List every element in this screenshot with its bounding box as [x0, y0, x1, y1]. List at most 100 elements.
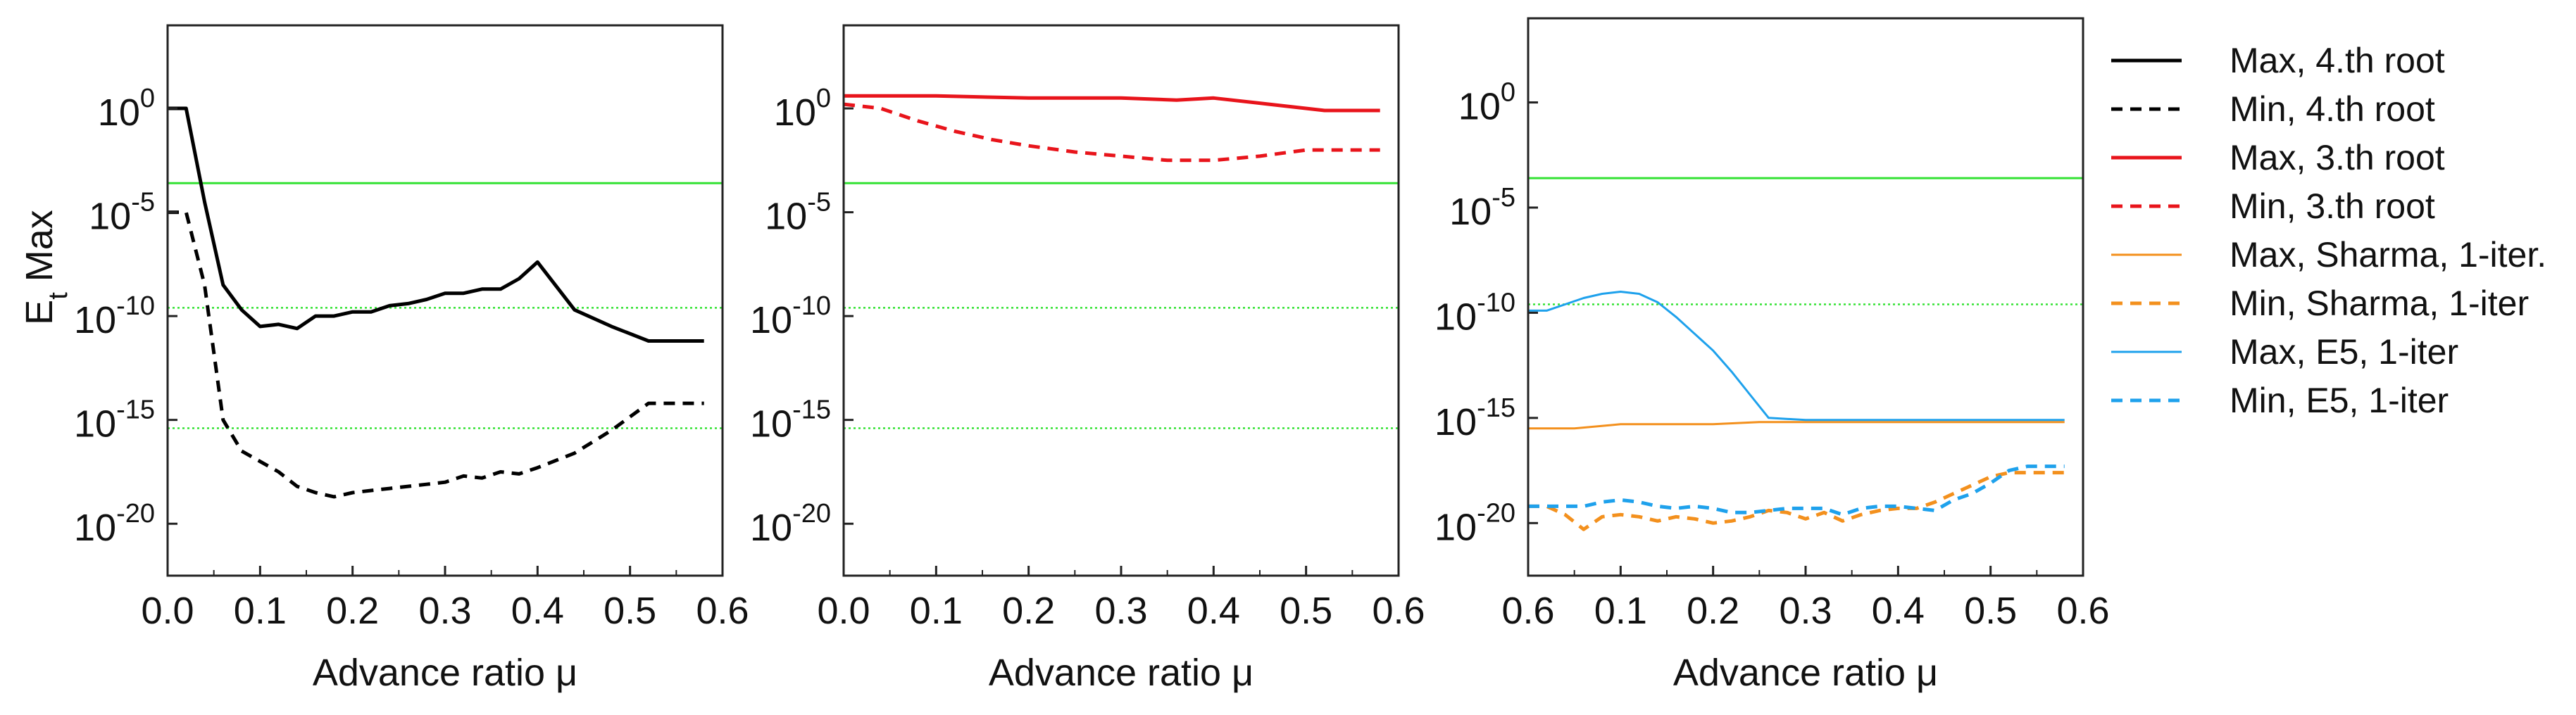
y-axis-label: Et Max [18, 210, 73, 325]
x-tick-label: 0.5 [604, 590, 656, 632]
legend-label: Max, E5, 1-iter [2230, 332, 2458, 372]
x-tick-label: 0.3 [1779, 590, 1832, 632]
y-tick-base: 10 [1434, 296, 1477, 338]
x-tick-label: 0.2 [1687, 590, 1739, 632]
panel-3rd-root: 0.0 0.1 0.2 0.3 0.4 0.5 0.610010-510-1010-1510… [750, 24, 1425, 694]
y-tick-exponent: 0 [140, 84, 155, 113]
x-tick-label: 0.4 [1872, 590, 1925, 632]
y-tick-base: 10 [750, 403, 792, 445]
series-line-min-4-th-root [168, 210, 704, 499]
legend-label: Min, 3.th root [2230, 186, 2435, 226]
legend-item: Min, 4.th root [2111, 89, 2435, 129]
x-tick-label: 0.1 [234, 590, 287, 632]
y-tick-exponent: 0 [816, 84, 831, 113]
legend: Max, 4.th root Min, 4.th root Max, 3.th ro… [2111, 41, 2546, 420]
y-tick-label: 10-20 [1434, 498, 1515, 548]
x-tick-label: 0.2 [1002, 590, 1055, 632]
y-tick-label: 100 [774, 84, 831, 134]
x-tick-label: 0.0 [817, 590, 870, 632]
x-axis-label: Advance ratio μ [989, 652, 1253, 694]
y-tick-label: 10-5 [1449, 183, 1515, 233]
legend-item: Max, E5, 1-iter [2111, 332, 2458, 372]
series-line-max-3-th-root [844, 94, 1380, 113]
panel-4th-root: 0.0 0.1 0.2 0.3 0.4 0.5 0.610010-510-1010-1510… [74, 24, 749, 694]
x-tick-label: 0.2 [326, 590, 379, 632]
x-tick-label: 0.4 [1187, 590, 1240, 632]
y-tick-base: 10 [750, 299, 792, 341]
legend-label: Max, 4.th root [2230, 41, 2445, 80]
legend-label: Max, Sharma, 1-iter. [2230, 235, 2546, 274]
y-tick-exponent: 0 [1501, 78, 1515, 108]
y-tick-base: 10 [750, 507, 792, 549]
y-tick-label: 10-20 [750, 499, 831, 549]
legend-item: Max, 3.th root [2111, 138, 2445, 177]
y-tick-label: 10-10 [1434, 288, 1515, 338]
y-tick-base: 10 [74, 299, 116, 341]
legend-item: Max, Sharma, 1-iter. [2111, 235, 2546, 274]
legend-label: Max, 3.th root [2230, 138, 2445, 177]
legend-item: Min, Sharma, 1-iter [2111, 284, 2529, 323]
x-tick-label: 0.6 [2056, 590, 2109, 632]
y-tick-exponent: -20 [792, 499, 831, 529]
y-tick-exponent: -20 [116, 499, 155, 529]
x-tick-label: 0.5 [1964, 590, 2017, 632]
x-axis-label: Advance ratio μ [1673, 652, 1938, 694]
x-axis-label: Advance ratio μ [313, 652, 577, 694]
legend-item: Max, 4.th root [2111, 41, 2445, 80]
y-tick-label: 10-5 [89, 188, 155, 238]
plot-frame [1527, 17, 2084, 577]
x-tick-label: 0.5 [1280, 590, 1332, 632]
y-axis-label-main: E [18, 300, 61, 325]
y-tick-label: 10-10 [750, 291, 831, 341]
y-tick-exponent: -5 [807, 188, 831, 217]
series-line-min-sharma-1-iter [1528, 471, 2065, 531]
y-tick-label: 100 [1458, 78, 1515, 128]
y-tick-exponent: -15 [792, 396, 831, 425]
x-tick-label: 0.6 [696, 590, 749, 632]
y-tick-base: 10 [1449, 191, 1492, 233]
series-line-min-e5-1-iter [1528, 464, 2065, 517]
y-tick-base: 10 [89, 196, 131, 238]
x-tick-label: 0.3 [1094, 590, 1147, 632]
series-line-max-e5-1-iter [1528, 291, 2065, 422]
y-tick-base: 10 [1434, 401, 1477, 443]
x-tick-label: 0.6 [1372, 590, 1425, 632]
y-tick-label: 10-15 [74, 396, 155, 445]
legend-label: Min, E5, 1-iter [2230, 381, 2449, 420]
y-tick-base: 10 [1434, 506, 1477, 548]
legend-label: Min, 4.th root [2230, 89, 2435, 129]
y-tick-exponent: -5 [131, 188, 155, 217]
y-tick-base: 10 [74, 403, 116, 445]
y-tick-base: 10 [1458, 86, 1501, 128]
y-tick-label: 10-5 [765, 188, 831, 238]
panel-sharma-e5: 0.6 0.1 0.2 0.3 0.4 0.5 0.610010-510-1010-1510… [1434, 17, 2110, 694]
x-tick-label: 0.3 [418, 590, 471, 632]
series-line-max-sharma-1-iter [1528, 421, 2065, 430]
series-line-min-3-th-root [844, 102, 1380, 163]
y-tick-exponent: -10 [116, 291, 155, 321]
y-tick-label: 10-15 [1434, 393, 1515, 443]
plot-frame [166, 24, 724, 577]
y-tick-label: 10-15 [750, 396, 831, 445]
y-tick-exponent: -20 [1477, 498, 1515, 528]
y-tick-label: 10-20 [74, 499, 155, 549]
y-tick-base: 10 [765, 196, 807, 238]
legend-item: Min, 3.th root [2111, 186, 2435, 226]
series-line-max-4-th-root [168, 106, 704, 343]
y-tick-exponent: -10 [1477, 288, 1515, 317]
y-axis-label-subscript: t [44, 292, 73, 300]
y-tick-exponent: -15 [116, 396, 155, 425]
y-tick-label: 100 [98, 84, 155, 134]
y-tick-exponent: -5 [1492, 183, 1515, 213]
y-tick-exponent: -10 [792, 291, 831, 321]
x-tick-label: 0.0 [141, 590, 194, 632]
x-tick-label: 0.4 [511, 590, 564, 632]
x-tick-label: 0.6 [1501, 590, 1554, 632]
y-axis-label-rest: Max [18, 210, 61, 292]
y-tick-base: 10 [774, 91, 816, 134]
x-tick-label: 0.1 [1594, 590, 1647, 632]
plot-panels: 0.0 0.1 0.2 0.3 0.4 0.5 0.610010-510-1010-1510… [74, 17, 2110, 694]
y-tick-label: 10-10 [74, 291, 155, 341]
y-tick-base: 10 [74, 507, 116, 549]
